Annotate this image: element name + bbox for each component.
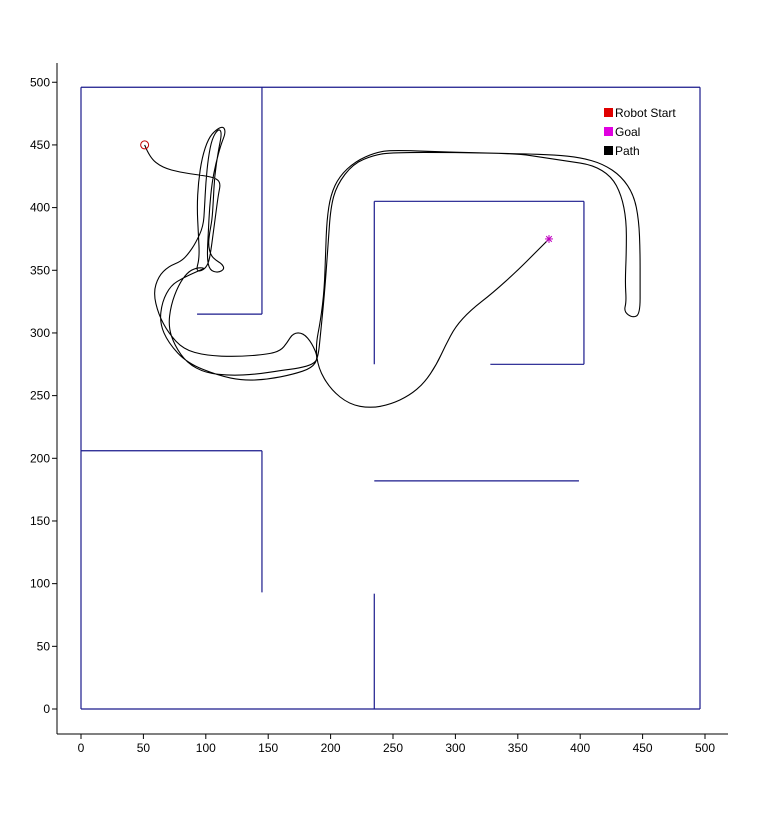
y-tick-label: 200 [30, 451, 50, 465]
x-tick-label: 0 [78, 741, 85, 755]
legend-swatch [604, 108, 613, 117]
y-tick-label: 0 [43, 702, 50, 716]
y-tick-label: 400 [30, 201, 50, 215]
legend: Robot Start Goal Path [604, 106, 676, 158]
y-tick-label: 250 [30, 389, 50, 403]
markers [140, 140, 553, 243]
legend-label: Robot Start [615, 106, 676, 120]
path-layer [144, 126, 641, 408]
x-tick-label: 50 [137, 741, 151, 755]
x-tick-label: 350 [508, 741, 528, 755]
legend-swatch [604, 127, 613, 136]
x-tick-label: 200 [321, 741, 341, 755]
robot-start-marker [140, 140, 150, 150]
y-tick-label: 500 [30, 75, 50, 89]
y-tick-label: 50 [37, 639, 51, 653]
map-walls [80, 86, 701, 710]
goal-marker [545, 234, 553, 243]
y-tick-label: 450 [30, 138, 50, 152]
y-tick-label: 350 [30, 263, 50, 277]
x-tick-label: 450 [633, 741, 653, 755]
legend-swatch [604, 146, 613, 155]
legend-label: Goal [615, 125, 640, 139]
y-tick-label: 100 [30, 577, 50, 591]
axes: 0 50 100 150 200 250 300 350 400 450 500 0 50 100 150 2… [30, 63, 728, 755]
legend-label: Path [615, 144, 640, 158]
x-tick-label: 500 [695, 741, 715, 755]
x-tick-label: 100 [196, 741, 216, 755]
goal-star-stroke [545, 235, 553, 243]
x-tick-label: 250 [383, 741, 403, 755]
x-tick-label: 150 [258, 741, 278, 755]
y-tick-label: 150 [30, 514, 50, 528]
x-tick-label: 300 [445, 741, 465, 755]
robot-path-line [144, 126, 641, 408]
y-tick-label: 300 [30, 326, 50, 340]
x-tick-label: 400 [570, 741, 590, 755]
